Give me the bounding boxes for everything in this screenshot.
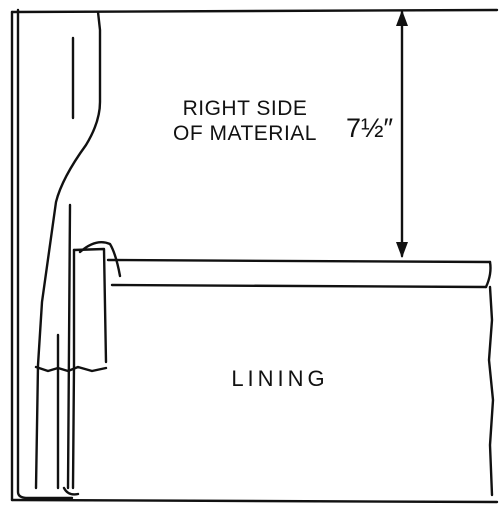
hem-fold-curve	[34, 10, 102, 490]
dimension-label: 7½″	[346, 113, 394, 143]
dimension-arrow-bottom	[396, 242, 408, 258]
hem-fold-left	[16, 8, 74, 500]
material-bottom-edge	[10, 498, 499, 504]
material-top-edge	[10, 8, 499, 14]
lining-label: LINING	[231, 366, 329, 391]
lining-edge-tab	[72, 247, 108, 364]
material-label-line2: OF MATERIAL	[173, 122, 317, 146]
material-label: RIGHT SIDE OF MATERIAL	[160, 96, 330, 146]
hem-fold-inner	[62, 486, 80, 496]
lining-edge-left	[71, 248, 76, 490]
lining-fold-bottom	[110, 283, 488, 289]
zigzag-cut	[34, 365, 108, 373]
lining-fold-top	[106, 258, 492, 264]
hem-inner-edge-2	[66, 203, 72, 490]
lining-fold-end	[484, 260, 492, 289]
lining-flap	[78, 241, 122, 278]
material-label-line1: RIGHT SIDE	[182, 97, 308, 120]
lining-right-edge	[487, 285, 495, 497]
dimension-arrow-top	[396, 10, 408, 26]
